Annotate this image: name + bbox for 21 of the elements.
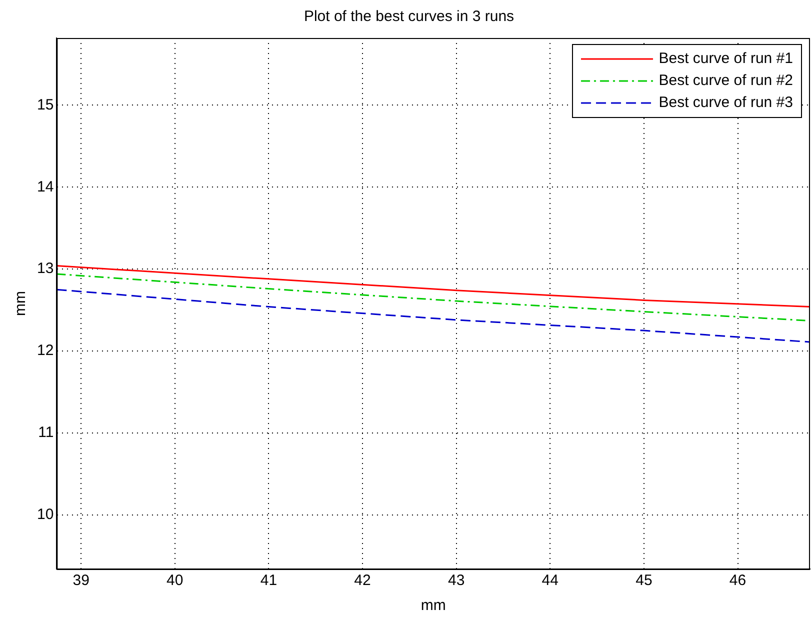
x-tick-label: 40	[166, 572, 184, 590]
y-tick-label: 13	[36, 260, 54, 278]
x-tick-label: 45	[636, 572, 652, 590]
x-tick-label: 46	[729, 572, 746, 590]
y-axis-title: mm	[12, 291, 30, 316]
legend-label: Best curve of run #2	[658, 71, 793, 91]
legend-label: Best curve of run #3	[658, 93, 793, 113]
x-tick-label: 41	[260, 572, 278, 590]
y-tick-label: 11	[38, 424, 54, 442]
chart-title: Plot of the best curves in 3 runs	[304, 8, 514, 26]
x-axis-title: mm	[420, 597, 446, 614]
y-tick-label: 12	[36, 342, 54, 360]
x-tick-label: 44	[542, 572, 558, 590]
line-series	[56, 288, 810, 343]
y-tick-label: 15	[36, 96, 54, 114]
x-tick-label: 39	[72, 572, 90, 590]
x-tick-label: 43	[448, 572, 465, 590]
legend-label: Best curve of run #1	[658, 49, 793, 69]
y-tick-label: 14	[36, 178, 54, 196]
x-tick-label: 42	[354, 572, 371, 590]
y-tick-label: 10	[36, 506, 54, 524]
